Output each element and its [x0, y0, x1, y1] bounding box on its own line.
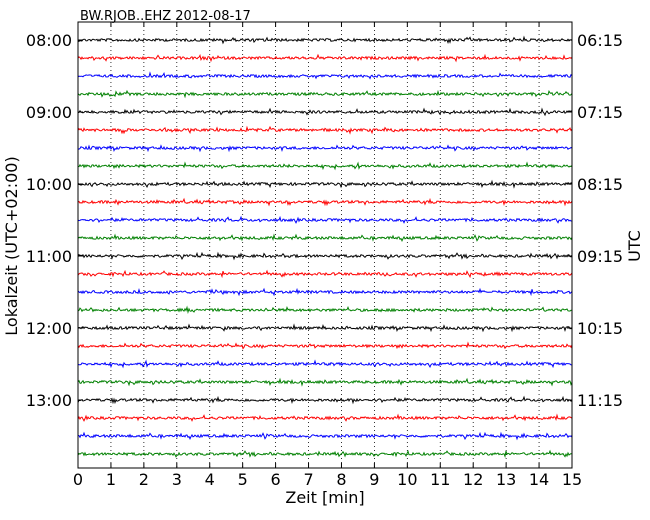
right-tick-label-4: 10:15	[577, 319, 623, 338]
x-tick-label-3: 3	[172, 470, 182, 489]
y-axis-label-left: Lokalzeit (UTC+02:00)	[2, 156, 21, 335]
trace-6	[77, 125, 573, 135]
x-tick-label-5: 5	[238, 470, 248, 489]
trace-2	[77, 53, 573, 63]
trace-3	[77, 71, 573, 80]
x-tick-label-1: 1	[106, 470, 116, 489]
trace-5	[77, 107, 573, 117]
trace-17	[77, 323, 573, 333]
right-tick-label-1: 07:15	[577, 103, 623, 122]
x-tick-label-9: 9	[369, 470, 379, 489]
seismic-traces	[77, 35, 573, 459]
trace-10	[77, 197, 573, 207]
left-tick-label-3: 11:00	[26, 247, 72, 266]
x-tick-label-15: 15	[562, 470, 582, 489]
trace-14	[77, 269, 573, 279]
x-tick-label-10: 10	[397, 470, 417, 489]
left-tick-label-1: 09:00	[26, 103, 72, 122]
x-tick-label-2: 2	[139, 470, 149, 489]
trace-23	[77, 431, 573, 441]
trace-22	[77, 413, 573, 422]
trace-9	[77, 179, 573, 189]
trace-16	[77, 305, 573, 315]
x-tick-label-12: 12	[463, 470, 483, 489]
x-tick-label-0: 0	[73, 470, 83, 489]
x-tick-label-13: 13	[496, 470, 516, 489]
x-tick-label-8: 8	[336, 470, 346, 489]
trace-13	[77, 251, 573, 261]
y-axis-label-right: UTC	[625, 230, 644, 262]
trace-24	[77, 449, 573, 459]
left-tick-label-5: 13:00	[26, 391, 72, 410]
right-tick-label-3: 09:15	[577, 247, 623, 266]
x-tick-label-4: 4	[205, 470, 215, 489]
right-tick-label-5: 11:15	[577, 391, 623, 410]
x-tick-label-7: 7	[303, 470, 313, 489]
x-tick-label-6: 6	[271, 470, 281, 489]
right-axis-ticks: 06:15 07:15 08:15 09:15 10:15 11:15	[567, 31, 623, 410]
trace-18	[77, 341, 573, 350]
trace-20	[77, 377, 573, 387]
chart-title: BW.RJOB..EHZ 2012-08-17	[80, 9, 251, 24]
trace-21	[77, 395, 573, 405]
left-axis-ticks: 08:00 09:00 10:00 11:00 12:00 13:00	[26, 31, 83, 410]
plot-frame	[77, 21, 573, 469]
left-tick-label-0: 08:00	[26, 31, 72, 50]
x-axis-label: Zeit [min]	[285, 488, 364, 507]
trace-8	[77, 161, 573, 171]
trace-19	[77, 359, 573, 369]
left-tick-label-4: 12:00	[26, 319, 72, 338]
left-tick-label-2: 10:00	[26, 175, 72, 194]
x-tick-label-11: 11	[430, 470, 450, 489]
trace-4	[77, 89, 573, 99]
trace-7	[77, 144, 573, 153]
right-tick-label-0: 06:15	[577, 31, 623, 50]
trace-11	[77, 215, 573, 224]
trace-15	[77, 287, 573, 297]
trace-12	[77, 233, 573, 243]
x-tick-label-14: 14	[529, 470, 549, 489]
x-axis-ticks: 0 1 2 3 4 5 6 7 8 9 10 11 12 13 14 15	[73, 22, 582, 489]
trace-1	[77, 35, 573, 45]
right-tick-label-2: 08:15	[577, 175, 623, 194]
